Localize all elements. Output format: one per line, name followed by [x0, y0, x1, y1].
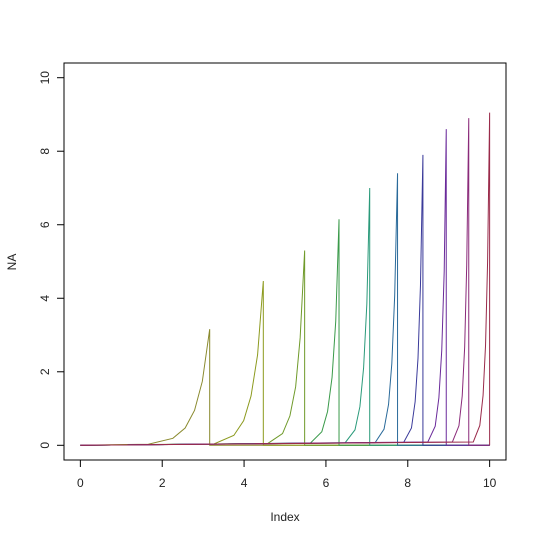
- y-tick-label: 2: [38, 368, 52, 375]
- y-tick-label: 10: [38, 71, 52, 85]
- x-axis-label: Index: [270, 510, 299, 524]
- y-tick-label: 0: [38, 442, 52, 449]
- series-line: [80, 112, 491, 446]
- series-line: [80, 219, 490, 446]
- series-line: [80, 129, 490, 446]
- series-line: [80, 173, 490, 446]
- x-tick-label: 8: [404, 476, 411, 490]
- x-tick-label: 6: [323, 476, 330, 490]
- series-line: [80, 329, 490, 446]
- series-line: [80, 187, 490, 446]
- series-line: [80, 250, 490, 446]
- series-line: [80, 280, 490, 446]
- x-tick-label: 2: [159, 476, 166, 490]
- y-tick-label: 8: [38, 148, 52, 155]
- y-tick-label: 4: [38, 295, 52, 302]
- plot-frame: [63, 62, 507, 461]
- series-line: [80, 154, 490, 446]
- y-tick-label: 6: [38, 221, 52, 228]
- x-tick-label: 10: [483, 476, 497, 490]
- x-tick-label: 4: [241, 476, 248, 490]
- series-line: [80, 118, 490, 446]
- x-tick-label: 0: [77, 476, 84, 490]
- y-axis-label: NA: [5, 254, 19, 271]
